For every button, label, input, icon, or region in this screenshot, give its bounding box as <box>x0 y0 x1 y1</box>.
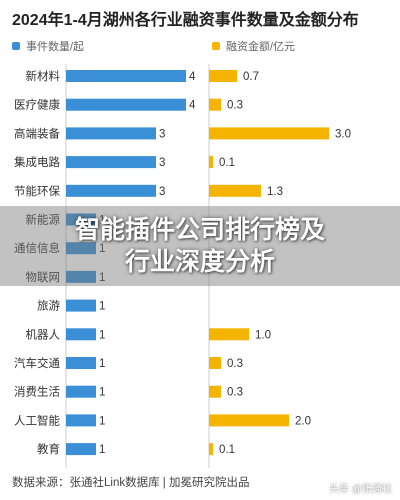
category-label: 汽车交通 <box>14 356 60 370</box>
category-label: 通信信息 <box>14 241 60 255</box>
legend-amount-label: 融资金额/亿元 <box>226 41 296 53</box>
count-bar <box>66 156 156 169</box>
count-value-label: 4 <box>189 71 196 83</box>
count-bar <box>66 270 96 283</box>
count-value-label: 1 <box>99 329 105 341</box>
category-label: 消费生活 <box>14 385 60 399</box>
count-value-label: 3 <box>159 157 165 169</box>
count-value-label: 3 <box>159 128 165 140</box>
overlay-title-line1: 智能插件公司排行榜及 <box>74 216 325 244</box>
amount-value-label: 1.3 <box>267 186 283 198</box>
amount-bar <box>209 127 329 140</box>
amount-bar <box>209 414 289 427</box>
count-bar <box>66 414 96 427</box>
category-label: 节能环保 <box>14 184 60 198</box>
amount-bar <box>209 98 221 111</box>
count-value-label: 1 <box>99 415 105 427</box>
count-value-label: 1 <box>99 387 105 399</box>
count-value-label: 3 <box>159 186 165 198</box>
count-bar <box>66 184 156 197</box>
amount-value-label: 3.0 <box>335 128 351 140</box>
watermark: 头条 @张通社 <box>329 484 392 495</box>
amount-bar <box>209 70 237 82</box>
amount-bar <box>209 385 221 398</box>
category-label: 机器人 <box>26 327 61 341</box>
count-bar <box>66 242 96 255</box>
amount-bar <box>209 357 221 369</box>
amount-bar <box>209 156 213 169</box>
count-value-label: 1 <box>99 215 105 227</box>
count-value-label: 4 <box>189 100 196 112</box>
category-label: 旅游 <box>37 299 60 313</box>
category-label: 新材料 <box>26 69 61 83</box>
amount-value-label: 2.0 <box>295 415 311 427</box>
amount-value-label: 1.0 <box>255 329 271 341</box>
amount-value-label: 0.3 <box>227 100 243 112</box>
amount-bar <box>209 184 261 197</box>
count-bar <box>66 299 96 312</box>
overlay-title-line2: 行业深度分析 <box>124 248 275 276</box>
amount-value-label: 0.7 <box>243 71 259 83</box>
legend-count-label: 事件数量/起 <box>26 41 85 53</box>
count-value-label: 1 <box>99 243 105 255</box>
legend-count-swatch <box>12 42 20 50</box>
amount-bar <box>209 328 249 341</box>
count-bar <box>66 127 156 140</box>
category-label: 人工智能 <box>14 413 60 427</box>
category-label: 医疗健康 <box>14 98 60 112</box>
overlay-title: 智能插件公司排行榜及 行业深度分析 <box>0 214 400 278</box>
count-value-label: 1 <box>99 358 105 370</box>
overlay-band <box>0 206 400 286</box>
legend-count: 事件数量/起 <box>12 38 84 54</box>
count-bar <box>66 70 186 82</box>
category-label: 教育 <box>37 442 60 456</box>
count-bar <box>66 213 96 226</box>
count-value-label: 1 <box>99 301 105 313</box>
count-bar <box>66 98 186 111</box>
amount-bar <box>209 443 213 456</box>
amount-value-label: 0.3 <box>227 358 243 370</box>
source-note: 数据来源：张通社Link数据库 | 加冕研究院出品 <box>12 477 250 489</box>
count-bar <box>66 328 96 341</box>
count-value-label: 1 <box>99 272 105 284</box>
count-bar <box>66 385 96 398</box>
legend-amount: 融资金额/亿元 <box>212 38 295 54</box>
category-label: 高端装备 <box>14 126 60 140</box>
amount-value-label: 0.1 <box>219 157 235 169</box>
legend-amount-swatch <box>212 42 220 50</box>
amount-value-label: 0.1 <box>219 444 235 456</box>
count-bar <box>66 357 96 369</box>
amount-value-label: 0.3 <box>227 387 243 399</box>
count-bar <box>66 443 96 456</box>
count-value-label: 1 <box>99 444 105 456</box>
chart-title: 2024年1-4月湖州各行业融资事件数量及金额分布 <box>12 12 359 29</box>
category-label: 集成电路 <box>14 155 60 169</box>
category-label: 物联网 <box>26 270 61 284</box>
category-label: 新能源 <box>26 213 61 227</box>
